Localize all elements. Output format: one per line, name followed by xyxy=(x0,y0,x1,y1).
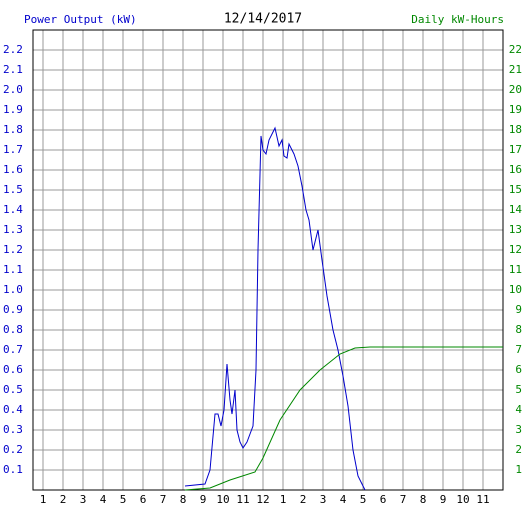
y2-tick-label: 16 xyxy=(509,163,522,176)
x-tick-label: 11 xyxy=(476,493,489,506)
y2-tick-label: 7 xyxy=(515,343,522,356)
x-tick-label: 4 xyxy=(340,493,347,506)
x-tick-label: 6 xyxy=(140,493,147,506)
chart-title: 12/14/2017 xyxy=(224,12,302,27)
y2-tick-label: 20 xyxy=(509,83,522,96)
y2-tick-label: 6 xyxy=(515,363,522,376)
y-tick-label: 0.1 xyxy=(3,463,23,476)
x-tick-label: 8 xyxy=(420,493,427,506)
y2-tick-label: 17 xyxy=(509,143,522,156)
y-tick-label: 1.6 xyxy=(3,163,23,176)
y-tick-label: 1.1 xyxy=(3,263,23,276)
y-tick-label: 1.3 xyxy=(3,223,23,236)
y2-tick-label: 1 xyxy=(515,463,522,476)
x-tick-label: 3 xyxy=(80,493,87,506)
x-tick-label: 1 xyxy=(40,493,47,506)
x-tick-label: 8 xyxy=(180,493,187,506)
series-line xyxy=(184,346,503,491)
x-tick-label: 7 xyxy=(160,493,167,506)
y2-tick-label: 13 xyxy=(509,223,522,236)
x-tick-label: 6 xyxy=(380,493,387,506)
y2-tick-label: 11 xyxy=(509,263,522,276)
y-tick-label: 0.6 xyxy=(3,363,23,376)
y-tick-label: 1.0 xyxy=(3,283,23,296)
x-tick-label: 7 xyxy=(400,493,407,506)
y2-tick-label: 4 xyxy=(515,403,522,416)
y-tick-label: 1.2 xyxy=(3,243,23,256)
series-line xyxy=(184,126,366,491)
x-tick-label: 10 xyxy=(456,493,469,506)
y-tick-label: 0.8 xyxy=(3,323,23,336)
y-tick-label: 1.7 xyxy=(3,143,23,156)
y2-tick-label: 8 xyxy=(515,323,522,336)
y-tick-label: 0.5 xyxy=(3,383,23,396)
y2-tick-label: 22 xyxy=(509,43,522,56)
y2-tick-label: 15 xyxy=(509,183,522,196)
x-tick-label: 2 xyxy=(300,493,307,506)
y-axis-title: Power Output (kW) xyxy=(24,13,137,26)
x-tick-label: 4 xyxy=(100,493,107,506)
x-tick-label: 12 xyxy=(256,493,269,506)
x-tick-label: 1 xyxy=(280,493,287,506)
x-tick-label: 10 xyxy=(216,493,229,506)
y2-tick-label: 5 xyxy=(515,383,522,396)
y-tick-label: 0.3 xyxy=(3,423,23,436)
x-tick-label: 5 xyxy=(360,493,367,506)
y-tick-label: 2.0 xyxy=(3,83,23,96)
y2-tick-label: 19 xyxy=(509,103,522,116)
y-tick-label: 2.2 xyxy=(3,43,23,56)
y2-tick-label: 18 xyxy=(509,123,522,136)
y-tick-label: 1.8 xyxy=(3,123,23,136)
y2-tick-label: 3 xyxy=(515,423,522,436)
x-tick-label: 2 xyxy=(60,493,67,506)
y-tick-label: 0.7 xyxy=(3,343,23,356)
y2-tick-label: 2 xyxy=(515,443,522,456)
y2-tick-label: 21 xyxy=(509,63,522,76)
y-tick-label: 1.4 xyxy=(3,203,23,216)
y2-tick-label: 9 xyxy=(515,303,522,316)
y-tick-label: 0.9 xyxy=(3,303,23,316)
y2-tick-label: 10 xyxy=(509,283,522,296)
y-tick-label: 0.4 xyxy=(3,403,23,416)
x-tick-label: 5 xyxy=(120,493,127,506)
x-tick-label: 11 xyxy=(236,493,249,506)
y-tick-label: 1.5 xyxy=(3,183,23,196)
x-tick-label: 3 xyxy=(320,493,327,506)
x-tick-label: 9 xyxy=(440,493,447,506)
y2-tick-label: 14 xyxy=(509,203,523,216)
y2-tick-label: 12 xyxy=(509,243,522,256)
y-tick-label: 2.1 xyxy=(3,63,23,76)
y-tick-label: 1.9 xyxy=(3,103,23,116)
y-tick-label: 0.2 xyxy=(3,443,23,456)
y2-axis-title: Daily kW-Hours xyxy=(411,13,504,26)
plot-frame xyxy=(32,29,504,491)
x-tick-label: 9 xyxy=(200,493,207,506)
